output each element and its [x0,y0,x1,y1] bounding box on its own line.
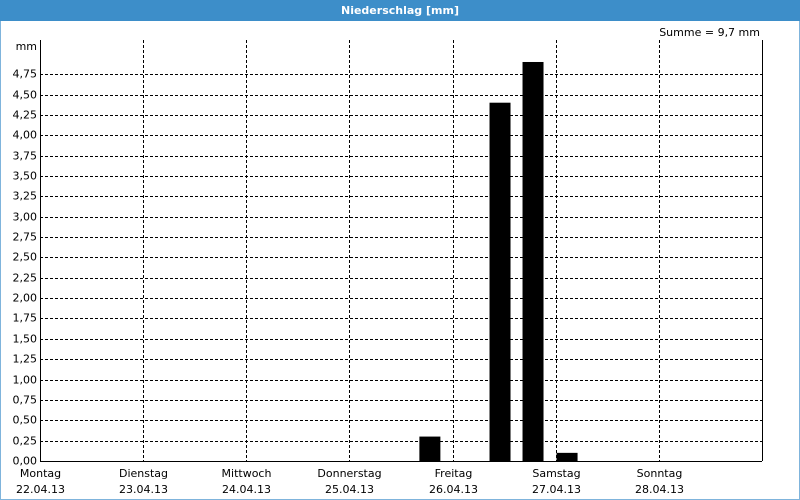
x-tick-label: 26.04.13 [429,483,478,496]
y-tick-label: 0,25 [13,435,38,448]
x-tick-label: 23.04.13 [119,483,168,496]
x-tick-label: Sonntag [637,467,683,480]
y-tick-label: 0,50 [13,414,38,427]
x-tick-label: Montag [20,467,61,480]
x-tick-label: 22.04.13 [16,483,65,496]
y-tick-label: 2,50 [13,251,38,264]
bar [556,452,578,461]
y-tick-label: 3,75 [13,150,38,163]
y-tick-label: 1,75 [13,312,38,325]
y-tick-label: 3,50 [13,170,38,183]
chart-title: Niederschlag [mm] [341,4,459,17]
y-tick-label: 2,25 [13,272,38,285]
y-tick-label: 3,25 [13,190,38,203]
y-tick-label: 1,25 [13,353,38,366]
y-tick-label: 2,00 [13,292,38,305]
x-tick-label: Samstag [532,467,580,480]
x-tick-label: Freitag [435,467,473,480]
y-tick-label: 4,50 [13,89,38,102]
y-tick-label: 4,25 [13,109,38,122]
title-bar [0,0,800,21]
y-tick-label: 2,75 [13,231,38,244]
y-tick-label: 0,75 [13,394,38,407]
x-tick-label: Mittwoch [222,467,272,480]
y-tick-label: 4,75 [13,68,38,81]
x-tick-label: Donnerstag [317,467,381,480]
y-axis-label: mm [16,40,37,53]
bar [419,436,441,461]
x-tick-label: 24.04.13 [222,483,271,496]
x-tick-label: 25.04.13 [325,483,374,496]
y-tick-label: 1,00 [13,374,38,387]
x-tick-label: 28.04.13 [635,483,684,496]
x-tick-label: 27.04.13 [532,483,581,496]
x-tick-label: Dienstag [119,467,168,480]
bar [522,61,544,462]
y-tick-label: 4,00 [13,129,38,142]
y-tick-label: 3,00 [13,211,38,224]
bar [489,102,511,462]
sum-annotation: Summe = 9,7 mm [659,26,760,39]
y-tick-label: 1,50 [13,333,38,346]
y-tick-label: 0,00 [13,455,38,468]
